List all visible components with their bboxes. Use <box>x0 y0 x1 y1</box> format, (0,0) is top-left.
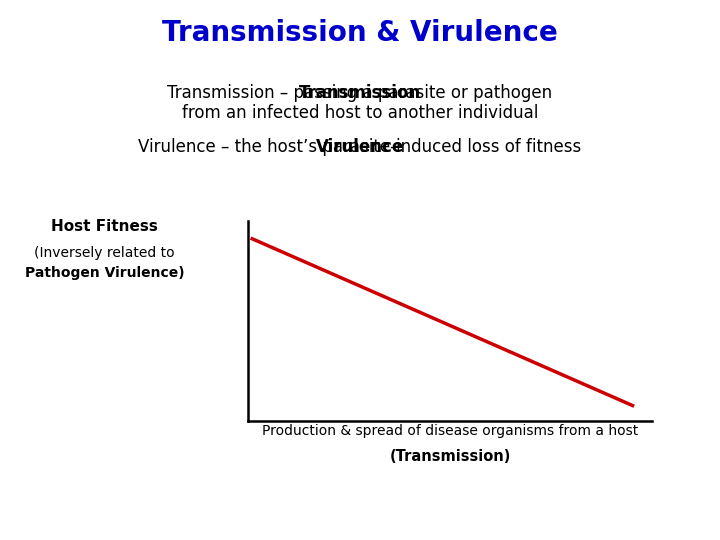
Text: Virulence: Virulence <box>316 138 404 156</box>
Text: Virulence – the host’s parasite-induced loss of fitness: Virulence – the host’s parasite-induced … <box>138 138 582 156</box>
Text: Transmission – passing a parasite or pathogen
from an infected host to another i: Transmission – passing a parasite or pat… <box>168 84 552 123</box>
Text: (Inversely related to: (Inversely related to <box>34 246 175 260</box>
Text: Pathogen Virulence): Pathogen Virulence) <box>24 266 184 280</box>
Text: Transmission: Transmission <box>299 84 421 102</box>
Text: Transmission & Virulence: Transmission & Virulence <box>162 19 558 47</box>
Text: Production & spread of disease organisms from a host: Production & spread of disease organisms… <box>262 424 638 438</box>
Text: Host Fitness: Host Fitness <box>51 219 158 234</box>
Text: (Transmission): (Transmission) <box>390 449 510 464</box>
